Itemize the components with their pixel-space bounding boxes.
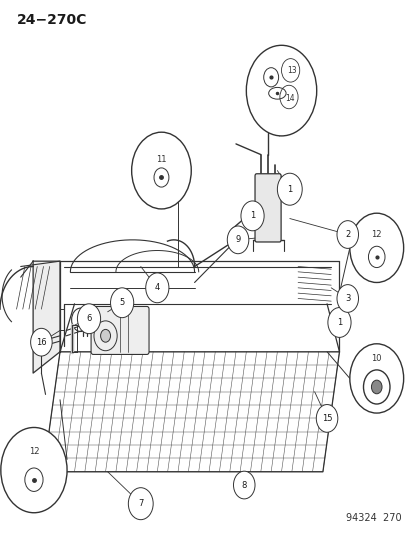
Circle shape [233, 471, 254, 499]
Text: 7: 7 [138, 499, 143, 508]
Circle shape [336, 221, 358, 248]
Circle shape [246, 45, 316, 136]
Circle shape [145, 273, 169, 303]
Text: 94324  270: 94324 270 [345, 513, 401, 523]
Text: 2: 2 [344, 230, 349, 239]
Text: 14: 14 [284, 94, 294, 103]
Circle shape [1, 427, 67, 513]
Circle shape [316, 405, 337, 432]
Text: 6: 6 [86, 314, 91, 323]
FancyBboxPatch shape [254, 174, 280, 242]
Circle shape [336, 285, 358, 312]
Text: 10: 10 [370, 354, 381, 362]
Circle shape [349, 344, 403, 413]
Text: 15: 15 [321, 414, 332, 423]
Text: 4: 4 [154, 284, 159, 292]
Text: 1: 1 [287, 185, 292, 193]
Circle shape [349, 213, 403, 282]
Circle shape [128, 488, 153, 520]
Circle shape [131, 132, 191, 209]
Text: 9: 9 [235, 236, 240, 244]
Text: 12: 12 [370, 230, 381, 239]
Text: 13: 13 [286, 66, 296, 75]
Polygon shape [33, 261, 60, 373]
Circle shape [100, 329, 110, 342]
Circle shape [31, 328, 52, 356]
Text: 8: 8 [241, 481, 246, 489]
Circle shape [110, 288, 133, 318]
FancyBboxPatch shape [91, 306, 149, 354]
Text: 12: 12 [28, 447, 39, 456]
Circle shape [370, 380, 381, 394]
Text: 5: 5 [119, 298, 124, 307]
Text: 1: 1 [249, 212, 254, 220]
Text: 16: 16 [36, 338, 47, 346]
Circle shape [227, 226, 248, 254]
Text: 11: 11 [156, 156, 166, 164]
Text: 3: 3 [344, 294, 349, 303]
Circle shape [77, 304, 100, 334]
Text: 1: 1 [336, 318, 341, 327]
Circle shape [327, 308, 350, 337]
Circle shape [277, 173, 301, 205]
Circle shape [240, 201, 263, 231]
Circle shape [94, 321, 117, 351]
Text: 24−270C: 24−270C [17, 13, 87, 27]
